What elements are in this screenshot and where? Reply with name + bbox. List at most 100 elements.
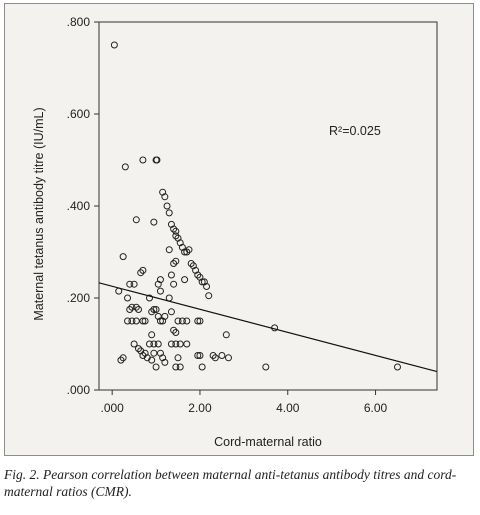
y-tick-label: .200 <box>67 291 91 305</box>
y-tick-label: .800 <box>67 15 91 29</box>
data-point <box>156 287 164 295</box>
data-point <box>154 340 162 348</box>
data-point <box>150 218 158 226</box>
data-point <box>211 354 219 362</box>
data-point <box>181 276 189 284</box>
data-point <box>176 363 184 371</box>
figure-caption: Fig. 2. Pearson correlation between mate… <box>4 467 457 499</box>
data-point <box>163 202 171 210</box>
data-point <box>156 317 164 325</box>
x-axis-label: Cord-maternal ratio <box>214 435 322 449</box>
data-point <box>198 278 206 286</box>
data-point <box>203 283 211 290</box>
data-point <box>170 326 178 334</box>
scatter-chart: .000 .200 .400 .600 .800 .000 2.00 4.00 6.00 R²… <box>32 15 438 449</box>
data-point <box>178 317 186 325</box>
data-point <box>167 340 175 348</box>
data-point <box>174 354 182 362</box>
data-point <box>183 340 191 348</box>
x-tick-label: .000 <box>100 401 124 415</box>
data-point <box>172 363 180 371</box>
data-point <box>205 292 213 300</box>
data-point <box>194 317 202 325</box>
regression-line <box>98 282 438 373</box>
data-point <box>172 227 180 235</box>
data-point <box>141 317 149 325</box>
data-points <box>110 41 401 371</box>
data-point <box>137 269 145 277</box>
data-point <box>262 363 270 371</box>
data-point <box>148 331 156 339</box>
y-tick-label: .600 <box>67 107 91 121</box>
data-point <box>185 246 193 254</box>
data-point <box>170 280 178 288</box>
data-point <box>126 306 134 313</box>
data-point <box>172 340 180 348</box>
data-point <box>139 317 147 325</box>
data-point <box>132 216 140 224</box>
data-point <box>170 260 178 267</box>
data-point <box>121 163 129 171</box>
data-point <box>135 345 143 353</box>
data-point <box>130 280 138 288</box>
data-point <box>132 317 140 325</box>
data-point <box>176 340 184 348</box>
data-point <box>172 257 180 265</box>
data-point <box>124 317 132 325</box>
data-point <box>153 156 161 164</box>
data-point <box>119 354 127 362</box>
figure-frame: .000 .200 .400 .600 .800 .000 2.00 4.00 6.00 R²… <box>4 3 474 456</box>
data-point <box>148 356 156 364</box>
data-point <box>194 271 202 279</box>
data-point <box>167 271 175 279</box>
r-squared-annotation: R²=0.025 <box>329 124 381 138</box>
data-point <box>224 354 232 362</box>
data-point <box>139 266 147 274</box>
x-tick-label: 2.00 <box>188 401 212 415</box>
y-tick-label: .000 <box>67 383 91 397</box>
data-point <box>156 276 164 284</box>
data-point <box>198 363 206 371</box>
data-point <box>172 329 180 336</box>
y-axis-ticks: .000 .200 .400 .600 .800 <box>67 15 99 397</box>
x-tick-label: 4.00 <box>276 401 300 415</box>
data-point <box>218 352 226 359</box>
data-point <box>170 225 178 233</box>
data-point <box>124 294 132 302</box>
data-point <box>161 312 169 320</box>
data-point <box>152 306 160 313</box>
data-point <box>187 260 195 267</box>
x-axis-ticks: .000 2.00 4.00 6.00 <box>100 390 388 415</box>
data-point <box>196 317 204 325</box>
data-point <box>161 358 169 366</box>
data-point <box>167 308 175 316</box>
data-point <box>172 232 180 240</box>
data-point <box>174 317 182 325</box>
data-point <box>145 340 153 348</box>
x-tick-label: 6.00 <box>364 401 388 415</box>
data-point <box>183 317 191 325</box>
data-point <box>150 340 158 348</box>
data-point <box>183 248 191 256</box>
data-point <box>110 41 118 49</box>
data-point <box>139 156 147 164</box>
data-point <box>119 253 127 261</box>
data-point <box>130 340 138 348</box>
data-point <box>128 317 136 325</box>
data-point <box>135 306 143 313</box>
data-point <box>128 303 136 311</box>
data-point <box>150 349 158 357</box>
y-axis-label: Maternal tetanus antibody titre (IU/mL) <box>32 107 46 320</box>
data-point <box>132 303 140 311</box>
data-point <box>194 352 202 359</box>
data-point <box>161 193 169 201</box>
plot-area <box>98 21 438 391</box>
data-point <box>209 352 217 359</box>
data-point <box>150 306 158 313</box>
data-point <box>152 363 160 371</box>
data-point <box>196 352 204 359</box>
data-point <box>126 280 134 288</box>
data-point <box>222 331 230 339</box>
y-tick-label: .400 <box>67 199 91 213</box>
data-point <box>165 246 173 254</box>
